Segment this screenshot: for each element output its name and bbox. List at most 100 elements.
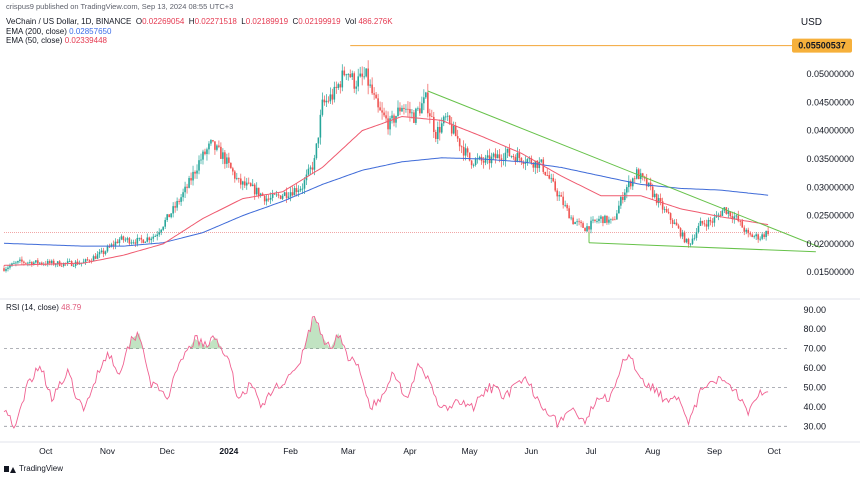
time-tick-label: Sep [707, 446, 722, 456]
candle-body [423, 97, 425, 104]
candle-body [255, 187, 258, 195]
candle-body [464, 148, 467, 156]
candle-body [196, 170, 198, 174]
price-tick-label: 0.03500000 [806, 154, 854, 164]
candle-body [725, 207, 728, 214]
rsi-tick-label: 60.00 [803, 363, 826, 373]
candle-body [347, 74, 350, 75]
candle-body [343, 70, 346, 76]
candle-body [118, 239, 121, 244]
candle-body [184, 186, 186, 193]
candle-body [713, 217, 716, 223]
price-tick-label: 0.03000000 [806, 182, 854, 192]
candle-body [458, 138, 461, 147]
candle-body [162, 226, 164, 230]
candle-body [630, 181, 632, 187]
candle-body [369, 84, 371, 86]
candle-body [96, 254, 99, 259]
candle-body [385, 115, 387, 119]
candle-body [60, 265, 63, 267]
axes: 0.05000000 0.04500000 0.04000000 0.03500000… [39, 69, 854, 456]
candle-body [138, 237, 141, 239]
candle-body [554, 181, 556, 191]
candle-body [291, 192, 294, 196]
candle-body [325, 100, 328, 103]
highlight-price-label: 0.05500537 [798, 41, 846, 51]
candle-body [703, 223, 706, 225]
candle-body [265, 198, 268, 202]
candle-body [353, 73, 356, 89]
rsi-line [3, 315, 769, 429]
candle-body [735, 215, 738, 217]
candle-body [220, 146, 222, 159]
candle-body [540, 159, 543, 162]
candle-body [677, 225, 680, 229]
candle-body [403, 107, 405, 109]
candle-body [295, 188, 298, 192]
candle-body [371, 84, 373, 94]
time-tick-label: Feb [283, 446, 298, 456]
candle-body [50, 260, 53, 264]
candle-body [9, 265, 11, 268]
candle-body [745, 229, 748, 232]
candle-body [102, 250, 105, 254]
candle-body [450, 123, 453, 134]
candle-body [588, 226, 590, 230]
candle-body [273, 193, 276, 195]
candle-body [21, 259, 23, 262]
candle-body [52, 260, 55, 265]
close-value: 0.02199919 [298, 17, 341, 26]
candle-body [538, 161, 541, 169]
low-value: 0.02189919 [245, 17, 289, 26]
rsi-tick-label: 70.00 [803, 344, 826, 354]
candle-body [182, 192, 184, 198]
candle-body [399, 107, 401, 112]
time-tick-label: Mar [341, 446, 356, 456]
candle-body [160, 229, 162, 233]
time-tick-label: Aug [645, 446, 660, 456]
time-tick-label: Nov [100, 446, 116, 456]
candle-body [614, 219, 616, 221]
candle-body [190, 178, 192, 181]
candle-body [530, 158, 533, 164]
candle-body [7, 267, 9, 269]
candle-body [544, 171, 547, 175]
candle-body [444, 116, 447, 118]
candle-body [361, 73, 363, 77]
candle-body [633, 178, 636, 180]
candle-body [560, 195, 562, 197]
candle-body [104, 251, 107, 254]
candle-body [228, 157, 230, 163]
candle-body [359, 73, 361, 77]
candle-body [241, 181, 244, 185]
candle-body [186, 186, 188, 188]
rsi-tick-label: 40.00 [803, 402, 826, 412]
candle-body [224, 152, 226, 164]
candle-body [440, 123, 443, 133]
candle-body [204, 151, 206, 155]
candle-body [136, 237, 139, 244]
candle-body [92, 256, 95, 262]
candle-body [598, 218, 600, 222]
time-tick-label: May [462, 446, 479, 456]
candle-body [729, 211, 732, 217]
candle-body [387, 118, 389, 130]
candle-body [148, 237, 151, 241]
candle-body [433, 116, 435, 132]
candle-body [610, 218, 612, 220]
candle-body [496, 154, 499, 159]
candle-body [620, 197, 622, 206]
time-tick-label: Apr [403, 446, 416, 456]
candle-body [526, 159, 529, 163]
candle-body [689, 243, 692, 245]
candle-body [651, 186, 654, 198]
candle-body [345, 74, 348, 76]
candle-body [761, 234, 763, 239]
candle-body [375, 94, 377, 99]
currency-label[interactable]: USD [800, 17, 822, 28]
candle-body [518, 153, 521, 158]
symbol-ohlc-line: VeChain / US Dollar, 1D, BINANCE O0.0226… [6, 17, 393, 26]
candle-body [230, 162, 232, 169]
tradingview-brand[interactable]: TradingView [4, 464, 63, 473]
